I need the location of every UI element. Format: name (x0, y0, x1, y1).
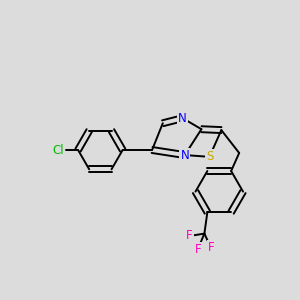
Text: N: N (178, 112, 187, 125)
Text: F: F (208, 242, 214, 254)
Text: Cl: Cl (52, 143, 64, 157)
Text: F: F (186, 230, 193, 242)
Text: N: N (180, 148, 189, 162)
Text: F: F (194, 243, 201, 256)
Text: S: S (206, 150, 213, 163)
